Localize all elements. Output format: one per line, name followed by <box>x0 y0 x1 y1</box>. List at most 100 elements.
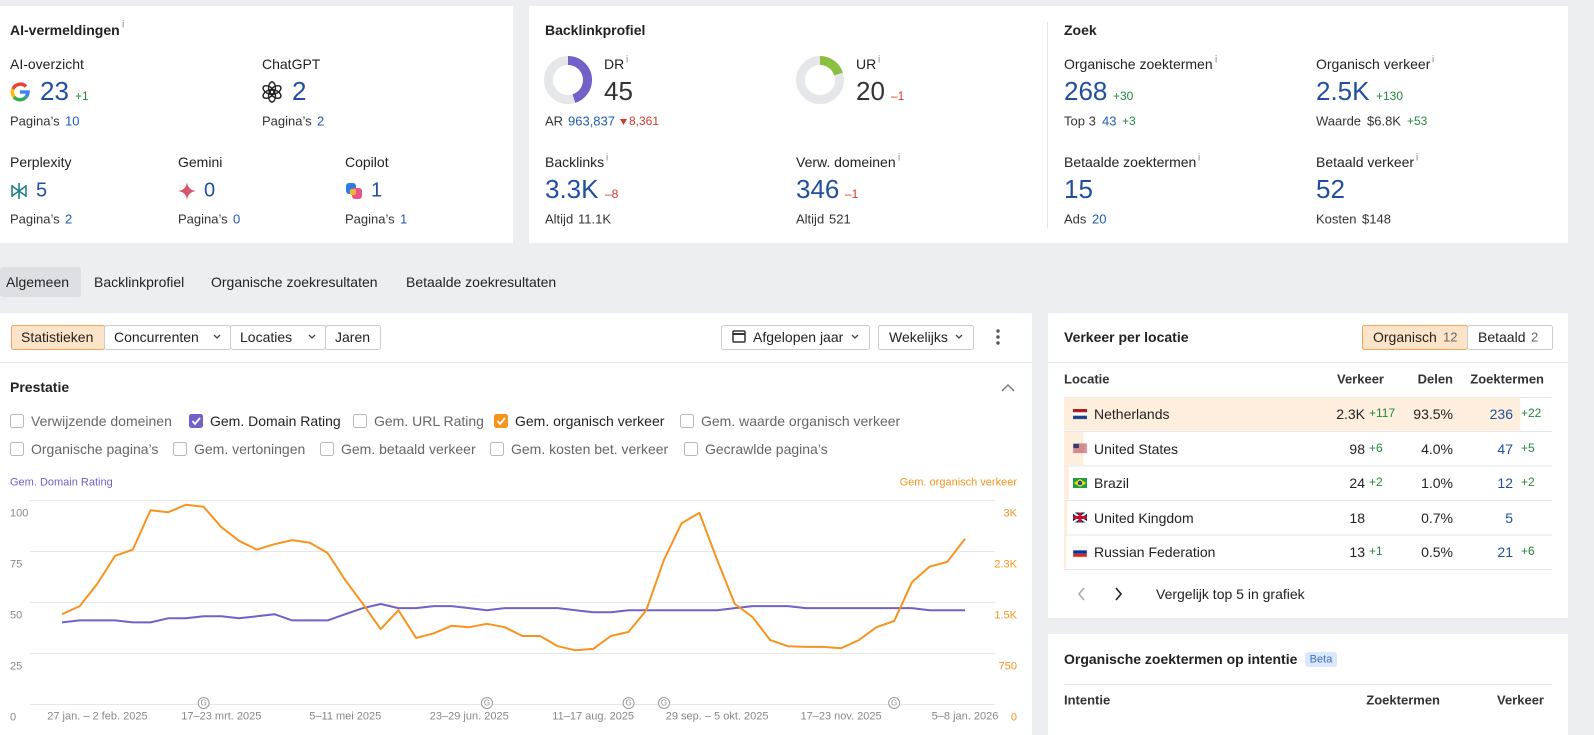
metric-toggle[interactable]: Gecrawlde pagina’s <box>705 440 828 457</box>
metric-value: 346 <box>796 174 840 205</box>
icon-perplexity <box>11 185 27 197</box>
sub-value: 963,837 <box>568 113 615 129</box>
annotation-marker <box>480 697 493 709</box>
icon-gemini <box>178 182 196 200</box>
card-title: Zoek <box>1064 21 1097 38</box>
button <box>721 325 870 350</box>
checkbox <box>494 414 508 428</box>
metric-toggle[interactable]: Gem. organisch verkeer <box>515 412 665 429</box>
keywords-delta: +6 <box>1521 544 1535 559</box>
flag <box>1073 443 1087 445</box>
flag <box>1073 449 1087 451</box>
tab[interactable]: Algemeen <box>6 273 70 290</box>
flag <box>1072 546 1088 558</box>
icon-google <box>11 82 28 90</box>
annotation-label: G <box>625 698 632 708</box>
metric-toggle[interactable]: Gem. kosten bet. verkeer <box>511 440 669 457</box>
metric-label: Betaald verkeer <box>1316 153 1415 170</box>
y-tick-label: 75 <box>10 558 23 571</box>
collapse-caret <box>1001 384 1015 392</box>
button <box>1467 325 1553 350</box>
annotation-label: G <box>483 698 491 708</box>
sub-delta: 8,361 <box>629 114 660 129</box>
metric-toggle[interactable]: Gem. waarde organisch verkeer <box>701 412 901 429</box>
toggle-label[interactable]: Organisch <box>1373 328 1437 345</box>
metric-delta: –1 <box>891 89 905 104</box>
metric-toggle[interactable]: Gem. URL Rating <box>374 412 484 429</box>
flag <box>1073 412 1087 416</box>
share: 4.0% <box>1421 440 1453 457</box>
metric-label: Organisch verkeer <box>1316 55 1431 72</box>
tab[interactable]: Organische zoekresultaten <box>211 273 378 290</box>
checkbox <box>684 442 698 456</box>
sub-label: Top 3 <box>1064 113 1096 129</box>
column-header: Delen <box>1417 371 1453 387</box>
x-tick-label: 29 sep. – 5 okt. 2025 <box>665 710 769 723</box>
icon-google <box>12 95 28 102</box>
keywords: 21 <box>1497 543 1513 560</box>
keywords: 47 <box>1497 440 1513 457</box>
share: 0.5% <box>1421 543 1453 560</box>
down-arrow <box>620 119 627 125</box>
metric-delta: +30 <box>1113 89 1134 104</box>
metric-value: 3.3K <box>545 174 599 205</box>
sub-value: 20 <box>1092 211 1107 227</box>
metric-value: 52 <box>1316 174 1345 205</box>
share-bar <box>1064 397 1521 431</box>
info-icon: i <box>122 19 125 31</box>
chevron <box>308 334 316 339</box>
metric-label: Perplexity <box>10 153 72 170</box>
icon-copilot <box>350 189 356 195</box>
info-icon: i <box>1198 152 1201 164</box>
button-label[interactable]: Afgelopen jaar <box>753 328 844 345</box>
metric-value: 5 <box>36 179 48 202</box>
flag <box>1073 547 1087 551</box>
x-tick-label: 5–8 jan. 2026 <box>931 710 999 723</box>
button-label[interactable]: Wekelijks <box>889 328 948 345</box>
checkmark <box>191 417 201 426</box>
y2-tick-label: 1.5K <box>994 609 1017 622</box>
y2-tick-label: 3K <box>1003 507 1017 520</box>
button-label[interactable]: Locaties <box>240 328 293 345</box>
icon-chatgpt <box>262 85 275 95</box>
axis-title: Gem. Domain Rating <box>10 476 113 489</box>
info-icon: i <box>1215 54 1218 66</box>
traffic-delta: +2 <box>1369 475 1383 490</box>
sub-delta: +53 <box>1407 114 1428 129</box>
metric-toggle[interactable]: Verwijzende domeinen <box>31 412 172 429</box>
checkbox <box>10 442 24 456</box>
toggle-label[interactable]: Betaald <box>1478 328 1526 345</box>
pages-value: 2 <box>317 113 325 129</box>
keywords: 5 <box>1505 509 1513 526</box>
sub-label: Altijd <box>796 211 825 227</box>
info-icon: i <box>626 54 629 66</box>
toggle-count: 12 <box>1443 329 1458 345</box>
toggle-count: 2 <box>1531 329 1539 345</box>
tab[interactable]: Betaalde zoekresultaten <box>406 273 557 290</box>
panel-title: Verkeer per locatie <box>1064 328 1189 345</box>
metric-label: Copilot <box>345 153 389 170</box>
info-icon: i <box>1416 152 1419 164</box>
share-bar <box>1064 535 1067 569</box>
flag <box>1073 516 1087 519</box>
metric-toggle[interactable]: Organische pagina’s <box>31 440 159 457</box>
metric-toggle[interactable]: Gem. betaald verkeer <box>341 440 476 457</box>
x-tick-label: 5–11 mei 2025 <box>309 710 382 723</box>
metric-toggle[interactable]: Gem. Domain Rating <box>210 412 341 429</box>
pages-label: Pagina’s <box>345 211 395 227</box>
button-label[interactable]: Jaren <box>335 328 371 345</box>
metric-label: Gemini <box>178 153 223 170</box>
chevron <box>851 334 859 339</box>
metric-toggle[interactable]: Gem. vertoningen <box>194 440 306 457</box>
tab[interactable]: Backlinkprofiel <box>94 273 185 290</box>
traffic: 2.3K <box>1336 405 1365 422</box>
button-label[interactable]: Concurrenten <box>114 328 199 345</box>
badge-label: Beta <box>1309 653 1333 666</box>
button-label[interactable]: Statistieken <box>21 328 94 345</box>
y2-tick-label: 2.3K <box>994 558 1017 571</box>
metric-delta: –1 <box>845 187 859 202</box>
performance-panel <box>0 313 1032 735</box>
compare-link[interactable]: Vergelijk top 5 in grafiek <box>1156 585 1305 602</box>
menu-dot <box>996 329 1000 333</box>
keywords: 236 <box>1489 405 1513 422</box>
